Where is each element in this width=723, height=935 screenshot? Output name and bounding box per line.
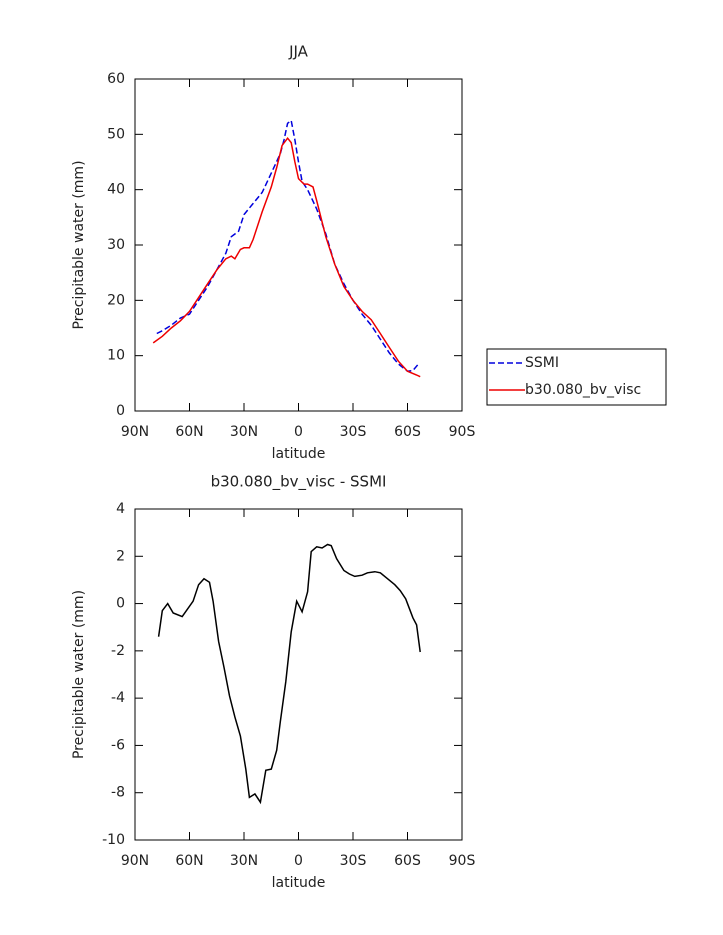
data-line [156,119,419,372]
x-tick-label: 60S [394,853,421,869]
x-tick-label: 0 [294,424,303,440]
x-tick-label: 60N [175,424,203,440]
x-tick-label: 60N [175,853,203,869]
y-tick-label: 40 [107,182,125,198]
chart-title: JJA [288,43,309,61]
y-tick-label: -2 [111,643,125,659]
y-tick-label: -4 [111,690,125,706]
x-axis-label: latitude [272,875,326,891]
y-axis-label: Precipitable water (mm) [71,590,87,759]
plot-frame [134,78,463,412]
x-tick-label: 90N [121,424,149,440]
data-line [157,543,421,805]
y-tick-label: 0 [116,403,125,419]
x-tick-label: 60S [394,424,421,440]
y-tick-label: 50 [107,126,125,142]
legend-label: b30.080_bv_visc [525,382,641,398]
plot-frame [134,508,463,841]
x-axis-label: latitude [272,446,326,462]
x-tick-label: 30N [230,853,258,869]
y-tick-label: 20 [107,292,125,308]
x-tick-label: 90N [121,853,149,869]
x-tick-label: 30S [340,424,367,440]
chart-title: b30.080_bv_visc - SSMI [211,473,387,492]
y-tick-label: -8 [111,785,125,801]
x-tick-label: 90S [449,853,476,869]
legend-box [486,348,667,406]
x-tick-label: 0 [294,853,303,869]
y-tick-label: 4 [116,501,125,517]
y-tick-label: 30 [107,237,125,253]
y-tick-label: -6 [111,737,125,753]
x-tick-label: 30N [230,424,258,440]
data-line [152,136,421,378]
y-tick-label: -10 [102,832,125,848]
y-tick-label: 60 [107,71,125,87]
y-tick-label: 10 [107,348,125,364]
y-tick-label: 0 [116,596,125,612]
x-tick-label: 90S [449,424,476,440]
legend-label: SSMI [525,355,559,371]
x-tick-label: 30S [340,853,367,869]
y-axis-label: Precipitable water (mm) [71,160,87,329]
y-tick-label: 2 [116,548,125,564]
